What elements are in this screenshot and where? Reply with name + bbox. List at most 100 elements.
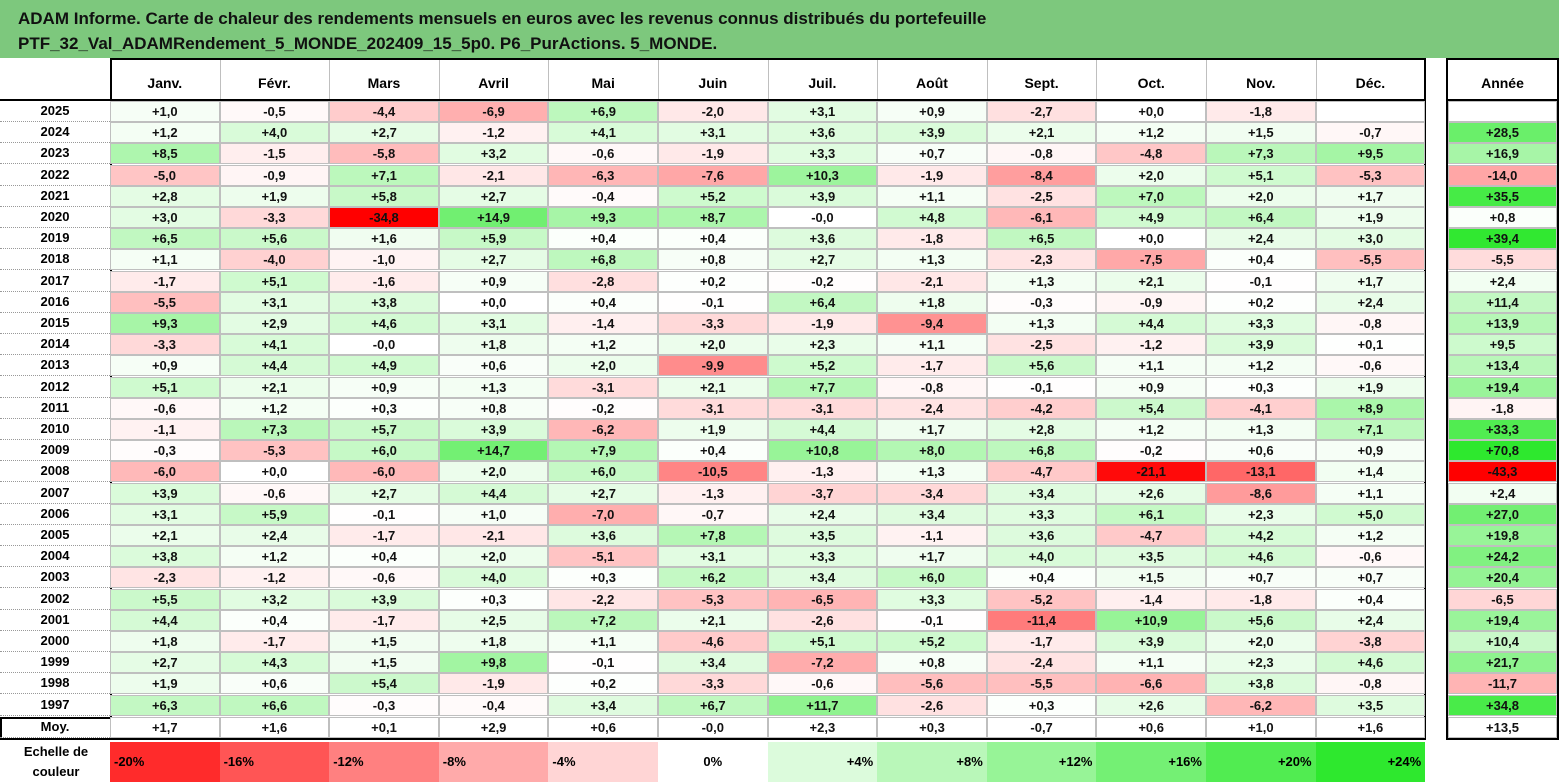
- year-label: 2017: [0, 271, 110, 292]
- heatmap-cell: +3,9: [877, 122, 987, 144]
- heatmap-cell: +3,9: [1096, 631, 1206, 652]
- heatmap-cell: +0,9: [329, 376, 439, 398]
- heatmap-cell: -6,2: [1206, 694, 1316, 716]
- year-label: 2016: [0, 292, 110, 313]
- heatmap-cell: +0,4: [329, 546, 439, 568]
- heatmap-cell: +4,9: [329, 355, 439, 377]
- heatmap-cell: +4,0: [438, 567, 549, 589]
- heatmap-cell: +0,0: [1096, 228, 1206, 250]
- heatmap-cell: +4,4: [110, 609, 220, 631]
- heatmap-cell: +6,5: [110, 228, 220, 250]
- heatmap-cell: +5,2: [767, 355, 878, 377]
- heatmap-cell: -0,6: [329, 567, 439, 589]
- heatmap-cell: -0,8: [986, 143, 1097, 165]
- year-label: 2008: [0, 461, 110, 483]
- heatmap-cell: +4,4: [438, 482, 549, 504]
- heatmap-cell: +6,7: [658, 694, 768, 716]
- heatmap-cell: +2,7: [548, 482, 658, 504]
- heatmap-cell: -1,5: [219, 143, 330, 165]
- year-label: 1998: [0, 673, 110, 695]
- heatmap-cell: -0,8: [1315, 673, 1426, 695]
- heatmap-cell: +3,1: [767, 101, 878, 122]
- heatmap-cell: -5,3: [658, 588, 768, 610]
- header-divider: [1315, 60, 1317, 100]
- heatmap-cell: -2,8: [548, 270, 658, 292]
- heatmap-cell: -0,6: [767, 673, 878, 695]
- heatmap-cell: +1,0: [438, 503, 549, 525]
- heatmap-cell: -5,0: [110, 164, 220, 186]
- heatmap-cell: -0,4: [548, 185, 658, 207]
- heatmap-cell: +2,0: [438, 546, 549, 568]
- annual-cell: +2,4: [1448, 270, 1557, 292]
- heatmap-cell: +3,1: [438, 313, 549, 334]
- color-scale-swatch: -4%: [548, 742, 658, 782]
- heatmap-cell: +2,7: [438, 185, 549, 207]
- heatmap-cell: -3,3: [219, 207, 330, 228]
- heatmap-cell: -7,0: [548, 503, 658, 525]
- heatmap-cell: -1,3: [767, 461, 878, 483]
- heatmap-cell: -4,4: [329, 101, 439, 122]
- heatmap-cell: +14,9: [438, 207, 549, 228]
- heatmap-cell: +1,9: [1315, 207, 1426, 228]
- heatmap-cell: +1,8: [438, 334, 549, 356]
- heatmap-cell: -7,2: [767, 652, 878, 674]
- heatmap-cell: +0,7: [1206, 567, 1316, 589]
- title-line-2: PTF_32_Val_ADAMRendement_5_MONDE_202409_…: [18, 34, 718, 53]
- annual-cell: -5,5: [1448, 249, 1557, 271]
- heatmap-cell: +2,1: [658, 376, 768, 398]
- month-header: Nov.: [1246, 75, 1276, 91]
- heatmap-cell: +10,9: [1096, 609, 1206, 631]
- heatmap-cell: +3,2: [438, 143, 549, 165]
- header-rule: [1448, 99, 1557, 101]
- annual-cell: +13,9: [1448, 313, 1557, 334]
- heatmap-cell: +0,3: [548, 567, 658, 589]
- heatmap-cell: +2,1: [219, 376, 330, 398]
- heatmap-cell: +1,3: [986, 270, 1097, 292]
- heatmap-cell: +2,0: [438, 461, 549, 483]
- heatmap-cell: -6,1: [986, 207, 1097, 228]
- heatmap-cell: +7,9: [548, 440, 658, 462]
- year-label: 2010: [0, 419, 110, 440]
- heatmap-cell: -0,1: [1206, 270, 1316, 292]
- annual-cell: +35,5: [1448, 185, 1557, 207]
- heatmap-cell: +4,0: [219, 122, 330, 144]
- heatmap-cell: -21,1: [1096, 461, 1206, 483]
- heatmap-cell: -0,6: [1315, 546, 1426, 568]
- heatmap-cell: +0,4: [986, 567, 1097, 589]
- month-header: Oct.: [1137, 75, 1165, 91]
- heatmap-cell: +6,8: [986, 440, 1097, 462]
- heatmap-cell: -7,5: [1096, 249, 1206, 271]
- annual-cell: +19,4: [1448, 376, 1557, 398]
- annual-cell: +19,4: [1448, 609, 1557, 631]
- heatmap-cell: +8,9: [1315, 397, 1426, 419]
- heatmap-cell: -3,7: [767, 482, 878, 504]
- heatmap-cell: -1,2: [438, 122, 549, 144]
- heatmap-cell: +3,3: [767, 143, 878, 165]
- heatmap-cell: +7,3: [1206, 143, 1316, 165]
- heatmap-cell: +4,9: [1096, 207, 1206, 228]
- heatmap-cell: +0,7: [1315, 567, 1426, 589]
- heatmap-cell: +6,0: [329, 440, 439, 462]
- heatmap-cell: +1,2: [1206, 355, 1316, 377]
- heatmap-cell: -4,0: [219, 249, 330, 271]
- heatmap-cell: -2,3: [110, 567, 220, 589]
- heatmap-cell: +3,9: [329, 588, 439, 610]
- annual-cell: +11,4: [1448, 291, 1557, 313]
- heatmap-cell: +5,1: [110, 376, 220, 398]
- annual-cell: +20,4: [1448, 567, 1557, 589]
- heatmap-cell: +6,8: [548, 249, 658, 271]
- month-header: Avril: [478, 75, 509, 91]
- heatmap-cell: -0,6: [548, 143, 658, 165]
- heatmap-cell: -2,0: [658, 101, 768, 122]
- heatmap-cell: +4,2: [1206, 525, 1316, 546]
- heatmap-cell: +3,1: [219, 291, 330, 313]
- heatmap-cell: -3,1: [767, 397, 878, 419]
- heatmap-cell: -5,8: [329, 143, 439, 165]
- heatmap-cell: +2,3: [767, 716, 878, 738]
- heatmap-cell: -1,1: [877, 525, 987, 546]
- annual-cell: +27,0: [1448, 503, 1557, 525]
- heatmap-cell: +1,5: [329, 652, 439, 674]
- heatmap-cell: -4,8: [1096, 143, 1206, 165]
- heatmap-cell: -2,2: [548, 588, 658, 610]
- color-scale-swatch: -8%: [438, 742, 549, 782]
